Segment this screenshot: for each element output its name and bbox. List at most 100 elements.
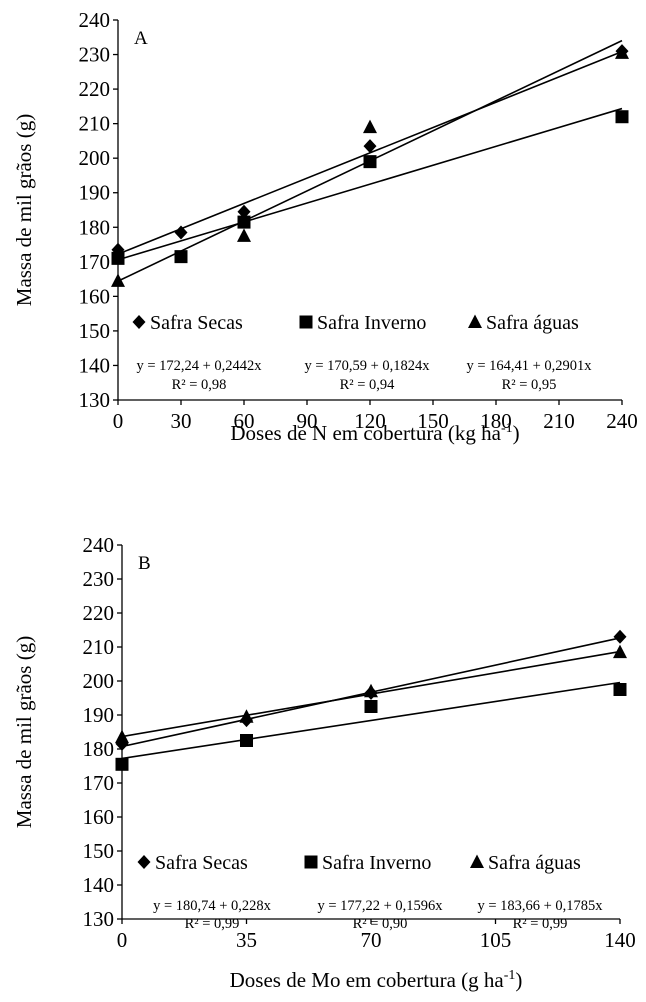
y-tick-label: 130 xyxy=(83,907,115,931)
chart-panel-b: 130 140 150 160 170 180 190 200 210 220 230 240 0 35 7… xyxy=(12,533,636,992)
panel-letter: B xyxy=(138,553,151,574)
x-axis-label: Doses de Mo em cobertura (g ha-1) xyxy=(230,968,523,992)
legend-label: Safra Secas xyxy=(150,312,243,334)
legend-marker-triangle xyxy=(470,854,484,868)
trend-equation: y = 170,59 + 0,1824x xyxy=(304,358,430,374)
legend-label: Safra Inverno xyxy=(317,312,426,334)
y-tick-label: 230 xyxy=(83,567,115,591)
trend-equation: y = 164,41 + 0,2901x xyxy=(466,358,592,374)
trend-equation: y = 183,66 + 0,1785x xyxy=(477,898,603,914)
trend-r-squared: R² = 0,90 xyxy=(353,916,408,932)
trend-r-squared: R² = 0,99 xyxy=(513,916,568,932)
data-point-triangle xyxy=(111,273,125,287)
y-tick-label: 160 xyxy=(79,284,111,308)
y-tick-label: 150 xyxy=(83,839,115,863)
legend-marker-triangle xyxy=(468,314,482,328)
x-axis-label: Doses de N em cobertura (kg ha-1) xyxy=(230,421,519,445)
legend-label: Safra Inverno xyxy=(322,852,431,874)
data-point-square xyxy=(364,700,378,713)
data-point-square xyxy=(615,110,629,124)
data-point-triangle xyxy=(363,119,377,134)
legend-entry: Safra Inverno xyxy=(304,852,431,874)
trendline-square xyxy=(117,107,623,261)
x-axis-label-text: Doses de N em cobertura (kg ha xyxy=(230,421,501,445)
y-tick-label: 210 xyxy=(79,112,111,136)
data-point-square xyxy=(237,215,251,229)
legend-entry: Safra Secas xyxy=(137,852,248,874)
y-tick-label: 160 xyxy=(83,805,115,829)
y-tick-label: 210 xyxy=(83,635,115,659)
data-point-diamond xyxy=(237,204,251,219)
trend-equation: y = 177,22 + 0,1596x xyxy=(317,898,443,914)
y-tick-label: 200 xyxy=(83,669,115,693)
data-point-square xyxy=(174,250,188,264)
panel-letter: A xyxy=(134,28,148,49)
y-tick-label: 170 xyxy=(79,250,111,274)
y-tick-label: 190 xyxy=(83,703,115,727)
legend-marker-diamond xyxy=(132,315,146,329)
x-tick-label: 35 xyxy=(236,928,257,952)
y-tick-label: 200 xyxy=(79,146,111,170)
trend-r-squared: R² = 0,94 xyxy=(340,377,396,393)
legend-entry: Safra Inverno xyxy=(299,312,426,334)
legend-label: Safra Secas xyxy=(155,852,248,874)
legend-entry: Safra Secas xyxy=(132,312,243,334)
x-tick-label: 90 xyxy=(297,409,318,433)
x-axis-label-superscript: -1 xyxy=(504,968,516,983)
x-tick-label: 180 xyxy=(480,409,512,433)
data-point-square xyxy=(111,251,125,265)
x-tick-label: 0 xyxy=(113,409,124,433)
y-tick-label: 240 xyxy=(83,533,115,557)
x-tick-label: 210 xyxy=(543,409,575,433)
data-point-diamond xyxy=(174,225,188,240)
y-tick-label: 220 xyxy=(83,601,115,625)
y-tick-label: 230 xyxy=(79,43,111,67)
y-tick-label: 150 xyxy=(79,319,111,343)
data-point-triangle xyxy=(239,709,254,723)
x-tick-label: 150 xyxy=(417,409,449,433)
trend-equation: y = 172,24 + 0,2442x xyxy=(136,358,262,374)
trendline-square xyxy=(121,681,621,760)
data-point-square xyxy=(240,734,253,747)
legend-label: Safra águas xyxy=(486,312,579,334)
data-point-triangle xyxy=(237,228,251,242)
trend-r-squared: R² = 0,98 xyxy=(172,377,227,393)
y-axis-label: Massa de mil grãos (g) xyxy=(12,636,36,828)
x-axis-label-superscript: -1 xyxy=(501,421,513,436)
legend-entry: Safra águas xyxy=(468,312,579,334)
x-tick-label: 60 xyxy=(234,409,255,433)
trend-equation: y = 180,74 + 0,228x xyxy=(153,898,272,914)
x-axis-label-text: Doses de Mo em cobertura (g ha xyxy=(230,968,505,992)
x-tick-label: 0 xyxy=(117,928,128,952)
y-tick-label: 180 xyxy=(83,737,115,761)
trend-r-squared: R² = 0,95 xyxy=(502,377,557,393)
x-axis-label-close: ) xyxy=(513,421,520,445)
y-axis-label: Massa de mil grãos (g) xyxy=(12,114,36,306)
x-tick-label: 30 xyxy=(171,409,192,433)
x-tick-label: 140 xyxy=(604,928,636,952)
y-tick-label: 240 xyxy=(79,8,111,32)
y-tick-label: 140 xyxy=(79,353,111,377)
y-tick-label: 190 xyxy=(79,181,111,205)
legend-marker-square xyxy=(299,315,313,329)
x-tick-label: 120 xyxy=(354,409,386,433)
y-tick-label: 180 xyxy=(79,215,111,239)
legend-marker-diamond xyxy=(137,855,151,869)
data-point-triangle xyxy=(613,644,627,659)
x-tick-label: 240 xyxy=(606,409,638,433)
y-tick-label: 170 xyxy=(83,771,115,795)
x-tick-label: 105 xyxy=(480,928,512,952)
legend-label: Safra águas xyxy=(488,852,581,874)
data-point-diamond xyxy=(363,139,377,154)
legend-marker-square xyxy=(304,855,318,869)
trend-r-squared: R² = 0,99 xyxy=(185,916,240,932)
data-point-triangle xyxy=(115,729,129,744)
data-point-square xyxy=(363,155,377,169)
data-point-square xyxy=(613,683,627,696)
legend-entry: Safra águas xyxy=(470,852,581,874)
data-point-triangle xyxy=(615,45,629,59)
x-tick-label: 70 xyxy=(361,928,382,952)
chart-panel-a: 130 140 150 160 170 180 190 200 210 220 230 240 0 30 6… xyxy=(12,8,638,445)
